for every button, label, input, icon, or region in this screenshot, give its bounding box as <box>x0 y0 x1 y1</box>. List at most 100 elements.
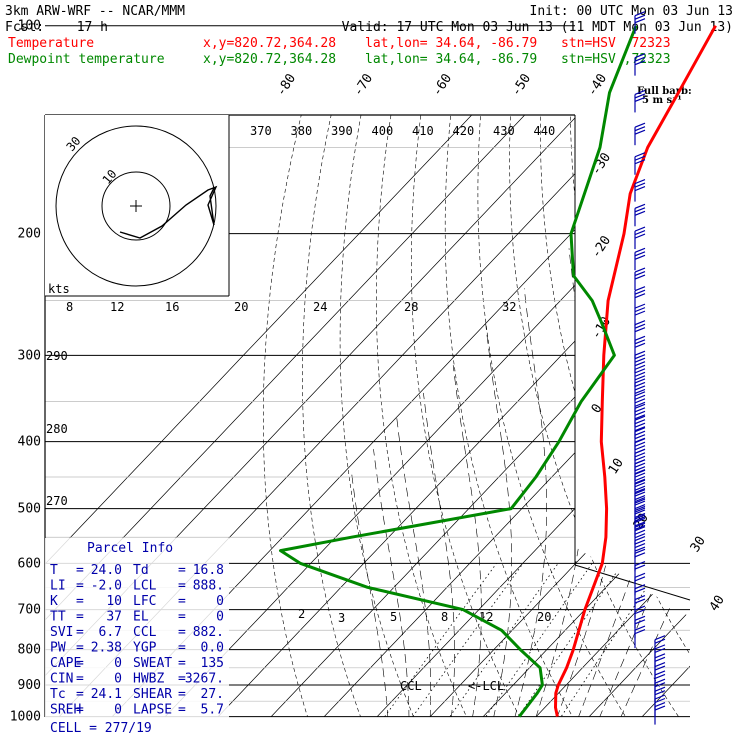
barb-flag <box>634 438 646 444</box>
hodo-speed-label: 32 <box>502 300 516 314</box>
barb-flag <box>634 529 646 535</box>
theta-label: 410 <box>412 124 434 138</box>
valid-time: Valid: 17 UTC Mon 03 Jun 13 (11 MDT Mon … <box>342 20 733 35</box>
parcel-field: LCL <box>133 579 157 594</box>
barb-flag <box>634 561 646 567</box>
parcel-field: TT <box>50 610 66 625</box>
parcel-cell: CELL = 277/19 <box>50 721 152 736</box>
dry-adiabat <box>375 115 474 717</box>
pressure-label: 400 <box>18 435 41 450</box>
parcel-field: = <box>76 563 84 578</box>
pressure-label: 800 <box>18 643 41 658</box>
barb-flag <box>634 388 646 394</box>
barb-flag <box>634 509 646 515</box>
dry-adiabat <box>302 115 367 717</box>
barb-flag <box>634 126 646 132</box>
barb-flag <box>634 335 646 341</box>
barb-flag <box>634 516 646 522</box>
parcel-field: 5.7 <box>201 703 224 718</box>
barb-flag <box>634 564 646 570</box>
barb-flag <box>654 686 666 692</box>
parcel-field: 0 <box>114 672 122 687</box>
barb-flag <box>654 653 666 659</box>
barb-flag <box>634 293 646 299</box>
isotherm-label: -60 <box>430 71 455 99</box>
barb-flag <box>634 18 646 24</box>
mixing-ratio-line <box>373 563 497 717</box>
barb-flag <box>654 670 666 676</box>
isotherm-label: -50 <box>509 71 534 99</box>
parcel-field: LAPSE <box>133 703 172 718</box>
barb-flag <box>634 391 646 397</box>
wind-barb <box>634 11 646 34</box>
barb-flag <box>634 462 646 468</box>
dewpoint-station: stn=HSV ,72323 <box>561 52 671 67</box>
moist-adiabat <box>599 233 690 717</box>
parcel-field: CIN <box>50 672 73 687</box>
barb-flag <box>654 682 666 688</box>
barb-flag <box>634 455 646 461</box>
barb-flag <box>634 350 646 356</box>
init-time: Init: 00 UTC Mon 03 Jun 13 <box>530 4 734 19</box>
barb-flag <box>654 661 666 668</box>
isotherm-label: -80 <box>274 71 299 99</box>
full-barb-title: Full barb: <box>637 86 692 97</box>
parcel-panel-bg <box>45 538 229 728</box>
barb-flag <box>634 398 646 404</box>
dry-adiabat <box>654 115 690 717</box>
parcel-field: T <box>50 563 58 578</box>
barb-flag <box>634 615 646 621</box>
isotherm-label: -10 <box>589 314 614 342</box>
wind-barb <box>634 179 646 202</box>
barb-flag <box>634 122 646 128</box>
parcel-field: = <box>178 579 186 594</box>
right-axis-bend <box>574 564 691 601</box>
wind-barb <box>634 625 646 649</box>
pressure-label: 500 <box>18 502 41 517</box>
moist-adiabat <box>485 323 512 717</box>
barb-flag <box>634 342 646 348</box>
barb-flag <box>634 546 646 552</box>
barb-flag <box>634 489 646 495</box>
barb-flag <box>654 678 666 684</box>
barb-flag <box>634 522 646 528</box>
dry-adiabat <box>444 115 582 717</box>
dry-adiabat <box>477 115 635 717</box>
isotherm-line <box>310 115 690 717</box>
barb-flag <box>634 572 646 578</box>
barb-flag <box>634 207 646 213</box>
mixing-ratio-label: 3 <box>338 611 345 625</box>
barb-flag <box>654 694 666 700</box>
barb-flag <box>634 385 646 391</box>
parcel-field: = <box>76 625 84 640</box>
wind-barb <box>634 522 646 546</box>
barb-flag <box>634 267 646 273</box>
hodo-speed-label: 16 <box>165 300 179 314</box>
barb-flag <box>634 179 646 185</box>
parcel-field: SWEAT <box>133 656 172 671</box>
theta-low-label: 290 <box>46 349 68 363</box>
barb-flag <box>654 635 666 641</box>
barb-flag <box>634 598 646 604</box>
full-barb-value: 5 m s⁻¹ <box>642 95 682 106</box>
parcel-field: = <box>76 687 84 702</box>
barb-flag <box>634 271 646 277</box>
theta-label: 440 <box>534 124 556 138</box>
parcel-field: = <box>76 703 84 718</box>
barb-flag <box>634 422 646 428</box>
barb-flag <box>654 644 666 650</box>
parcel-field: 135 <box>201 656 224 671</box>
dewpoint-profile <box>279 25 638 718</box>
barb-flag <box>634 286 646 292</box>
moist-adiabat <box>351 470 396 717</box>
barb-flag <box>634 521 646 527</box>
dewpoint-latlon: lat,lon= 34.64, -86.79 <box>365 52 537 67</box>
mixing-ratio-label: 20 <box>537 610 551 624</box>
barb-flag <box>634 441 646 447</box>
forecast-hour: 17 h <box>77 20 108 35</box>
parcel-field: 24.0 <box>91 563 122 578</box>
theta-label: 370 <box>250 124 272 138</box>
dry-adiabat <box>681 115 690 717</box>
barb-flag <box>634 247 646 253</box>
barb-flag <box>654 702 666 708</box>
